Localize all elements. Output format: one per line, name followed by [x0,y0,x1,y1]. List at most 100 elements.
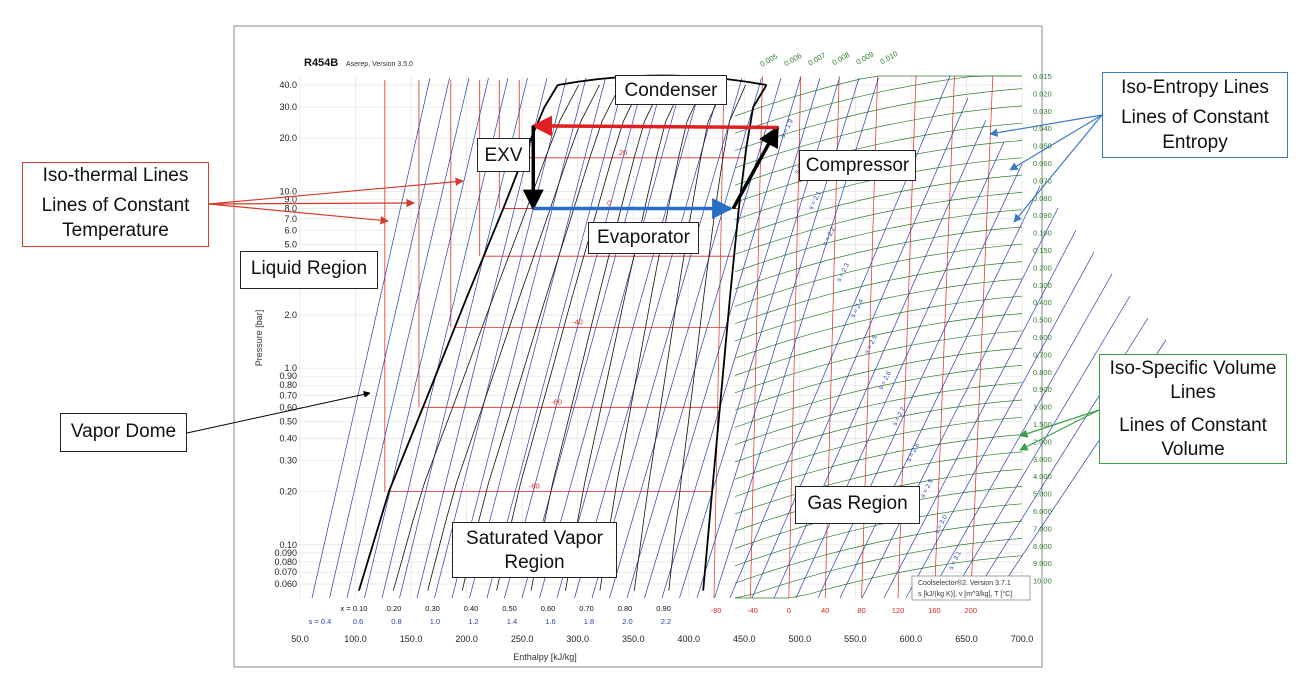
entropy-label: 0.6 [353,617,363,626]
volume-label: 3.000 [1033,455,1052,464]
compressor-label: Compressor [799,150,916,181]
volume-label: 0.030 [1033,107,1052,116]
y-tick-label: 0.30 [279,456,297,466]
volume-label: 0.080 [1033,194,1052,203]
isochore-line [734,416,1023,480]
y-tick-label: 0.70 [279,390,297,400]
volume-label: 1.000 [1033,403,1052,412]
volume-label: 0.300 [1033,281,1052,290]
x-tick-label: 700.0 [1011,634,1034,644]
temperature-label: 160 [928,606,941,615]
footer-line-2: s [kJ/(kg K)], v [m^3/kg], T [°C] [918,590,1012,598]
x-tick-label: 150.0 [400,634,423,644]
gas-isentrope-line [839,185,1041,599]
isoentropy-callout: Iso-Entropy Lines Lines of Constant Entr… [1102,72,1288,158]
quality-label: 0.30 [425,604,440,613]
gas-isentrope-line [883,229,1077,599]
evaporator-label: Evaporator [588,222,699,254]
entropy-label: 1.6 [545,617,555,626]
chart-title: R454B [304,57,338,69]
quality-label: 0.80 [618,604,633,613]
isentrope-line [451,77,587,599]
isentrope-line [311,77,431,599]
y-tick-label: 6.0 [284,226,297,236]
entropy-label: 2.0 [622,617,632,626]
gas-isentrope-line [817,163,1023,599]
gas-isotherm-line [788,75,802,599]
quality-line [461,84,621,591]
volume-label: 0.060 [1033,159,1052,168]
isochore-line [734,174,1023,238]
quality-line [427,84,600,591]
quality-label: 0.60 [541,604,556,613]
entropy-label: 1.0 [430,617,440,626]
y-tick-label: 30.0 [279,102,297,112]
gas-isentrope-line [949,295,1131,599]
isoentropy-arrow [989,114,1103,137]
isentrope-line [469,77,606,599]
volume-label: 0.015 [1033,72,1052,81]
y-tick-label: 0.40 [279,433,297,443]
volume-label: 10.00 [1033,577,1052,586]
dome-vapor-line [702,84,768,591]
volume-label: 0.050 [1033,142,1052,151]
y-tick-label: 0.60 [279,402,297,412]
isochore-line [734,192,1023,255]
condenser-label: Condenser [615,75,727,105]
isochore-line [734,399,1023,463]
y-tick-label: 0.80 [279,380,297,390]
temperature-label: 40 [821,606,829,615]
y-tick-label: 0.50 [279,416,297,426]
isentrope-line [556,77,704,599]
y-tick-label: 1.0 [284,363,297,373]
isochore-line [734,278,1023,342]
isovolume-callout: Iso-Specific Volume Lines Lines of Const… [1099,354,1287,464]
vapor-dome-arrow [186,390,371,434]
cycle-condenser-line [531,115,778,137]
x-tick-label: 600.0 [900,634,923,644]
isochore-line [734,365,1023,428]
exv-label: EXV [477,138,530,172]
saturated-vapor-region-label: Saturated Vapor Region [452,522,617,578]
isentrope-line [434,77,567,599]
isentrope-line [521,77,665,599]
isochore-line [734,503,1023,567]
isochore-line [734,75,1022,117]
isochore-line [734,88,1023,151]
isentrope-line [329,77,450,599]
gas-isentrope-line [751,97,969,599]
quality-line [565,84,684,591]
entropy-label: 1.8 [584,617,594,626]
gas-isentrope-line [861,207,1059,599]
isochore-line [734,313,1023,376]
y-tick-label: 9.0 [284,195,297,205]
y-tick-label: 40.0 [279,80,297,90]
isochore-line [734,538,1023,599]
temperature-label: 120 [892,606,905,615]
isothermal-arrow [208,198,415,208]
temperature-label: 0 [787,606,791,615]
isotherm-label: -40 [572,317,583,326]
isentrope-line [574,77,723,599]
y-tick-label: 0.90 [279,371,297,381]
isentrope-line [346,77,470,599]
y-tick-label: 0.10 [279,540,297,550]
x-tick-label: 650.0 [955,634,978,644]
volume-label: 0.040 [1033,124,1052,133]
entropy-label: s = 0.4 [309,617,332,626]
y-tick-label: 0.080 [274,557,297,567]
gas-isotherm-line [750,75,763,599]
y-tick-label: 2.0 [284,310,297,320]
volume-label: 5.000 [1033,490,1052,499]
volume-label: 7.000 [1033,524,1052,533]
y-tick-label: 7.0 [284,214,297,224]
isentrope-line [609,77,762,599]
isochore-line [734,243,1023,307]
isentrope-line [591,77,743,599]
x-tick-label: 450.0 [733,634,756,644]
quality-line [392,84,579,591]
volume-label: 0.800 [1033,368,1052,377]
entropy-label: 2.2 [661,617,671,626]
x-tick-label: 200.0 [455,634,478,644]
isovolume-arrow [1019,409,1100,438]
